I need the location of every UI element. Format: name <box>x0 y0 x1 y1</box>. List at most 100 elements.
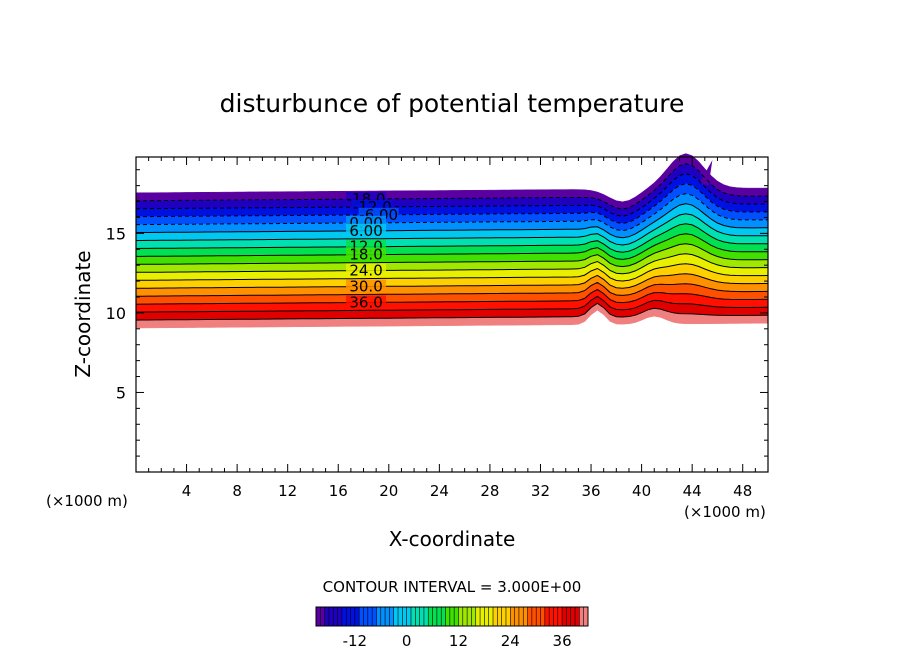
colorbar-cell <box>527 607 533 626</box>
x-tick-label: 28 <box>480 482 499 500</box>
colorbar-cell <box>458 607 464 626</box>
colorbar-cell <box>372 607 377 626</box>
colorbar-cell <box>359 607 364 626</box>
y-tick-labels: 5 10 15 <box>106 224 126 402</box>
x-tick-label: 20 <box>379 482 398 500</box>
colorbar-frame <box>315 606 589 627</box>
contour-line-negative <box>135 183 768 224</box>
colorbar-cell <box>562 607 567 626</box>
colorbar-cell <box>549 607 554 626</box>
colorbar-cell <box>570 607 576 626</box>
colorbar-cell <box>423 607 429 626</box>
colorbar-cell <box>493 607 498 626</box>
contour-label-bg <box>346 247 387 261</box>
x-tick-label: 36 <box>581 482 600 500</box>
colorbar-cell <box>497 607 502 626</box>
contour-line <box>136 281 769 297</box>
colorbar-cell <box>544 607 550 626</box>
colorbar-cell <box>579 607 584 626</box>
y-tick-label: 5 <box>116 383 126 402</box>
colorbar-cell <box>445 607 451 626</box>
contour-line <box>135 223 768 253</box>
colorbar-cell <box>583 607 589 626</box>
x-tick-label: 40 <box>632 482 651 500</box>
contour-label: 6.00 <box>349 222 382 240</box>
y-axis-label: Z-coordinate <box>71 250 95 377</box>
contour-line <box>135 302 768 321</box>
x-axis-label: X-coordinate <box>389 527 516 551</box>
colorbar-tick-labels: -12 0 12 24 36 <box>343 632 572 650</box>
colorbar-cell <box>350 607 356 626</box>
colorbar-cell <box>540 607 546 626</box>
colorbar-cell <box>363 607 369 626</box>
colorbar-tick-label: -12 <box>343 632 368 650</box>
contour-label-bg <box>346 279 387 293</box>
contour-line-negative <box>135 163 768 210</box>
colorbar-cell <box>341 607 347 626</box>
contour-line <box>135 273 768 289</box>
colorbar-cell <box>467 607 472 626</box>
contour-line-negative <box>136 193 769 232</box>
colorbar-cell <box>510 607 515 626</box>
colorbar-cell <box>484 607 489 626</box>
colorbar-cell <box>523 607 528 626</box>
colorbar-cell <box>333 607 338 626</box>
x-unit-right: (×1000 m) <box>684 503 766 521</box>
x-tick-label: 32 <box>531 482 550 500</box>
contour-label: 30.0 <box>349 278 382 296</box>
colorbar-cell <box>428 607 433 626</box>
x-tick-label: 8 <box>232 482 242 500</box>
contour-line-negative <box>136 173 769 217</box>
colorbar-cell <box>449 607 455 626</box>
colorbar-cell <box>475 607 481 626</box>
x-tick-labels: 4 8 12 16 20 24 28 32 36 40 44 48 <box>182 482 752 500</box>
x-unit-left: (×1000 m) <box>46 492 128 510</box>
contour-label: 24.0 <box>349 262 382 280</box>
colorbar-cell <box>376 607 382 626</box>
contour-line <box>135 288 768 305</box>
colorbar-cell <box>316 607 321 626</box>
colorbar-cell <box>354 607 360 626</box>
colorbar-cell <box>385 607 390 626</box>
colorbar-cell <box>575 607 580 626</box>
contour-label-bg <box>346 263 387 277</box>
colorbar-cell <box>389 607 395 626</box>
colorbar-cell <box>454 607 459 626</box>
x-tick-label: 44 <box>683 482 702 500</box>
contour-line <box>135 263 769 282</box>
colorbar-cell <box>436 607 442 626</box>
contour-line <box>136 295 769 313</box>
colorbar-cell <box>441 607 446 626</box>
colorbar-cell <box>553 607 559 626</box>
plume-shape <box>699 160 713 186</box>
contour-label-bg <box>346 223 387 237</box>
x-tick-label: 12 <box>278 482 297 500</box>
contour-line <box>135 203 768 239</box>
x-tick-label: 48 <box>733 482 752 500</box>
x-tick-label: 16 <box>329 482 348 500</box>
contour-interval-label: CONTOUR INTERVAL = 3.000E+00 <box>323 578 582 596</box>
colorbar-cell <box>320 607 325 626</box>
axis-ticks <box>136 157 768 472</box>
colorbar-cell <box>505 607 511 626</box>
contour-label: 18.0 <box>349 246 382 264</box>
colorbar-cell <box>518 607 524 626</box>
x-tick-label: 24 <box>430 482 449 500</box>
colorbar-cell <box>462 607 468 626</box>
contour-line <box>136 253 768 275</box>
colorbar-cell <box>501 607 507 626</box>
colorbar-cell <box>328 607 334 626</box>
colorbar-cell <box>393 607 399 626</box>
colorbar-cell <box>402 607 407 626</box>
colorbar-cell <box>566 607 572 626</box>
contour-line <box>135 243 769 268</box>
contour-line <box>136 233 768 260</box>
colorbar-cell <box>514 607 520 626</box>
colorbar-tick-label: 12 <box>449 632 468 650</box>
colorbar-cell <box>337 607 343 626</box>
colorbar-cell <box>531 607 537 626</box>
colorbar-cell <box>380 607 386 626</box>
contour-label-bg <box>346 295 387 309</box>
contour-labels: -18.0-12.0-6.000.006.0012.018.024.030.03… <box>346 190 399 311</box>
